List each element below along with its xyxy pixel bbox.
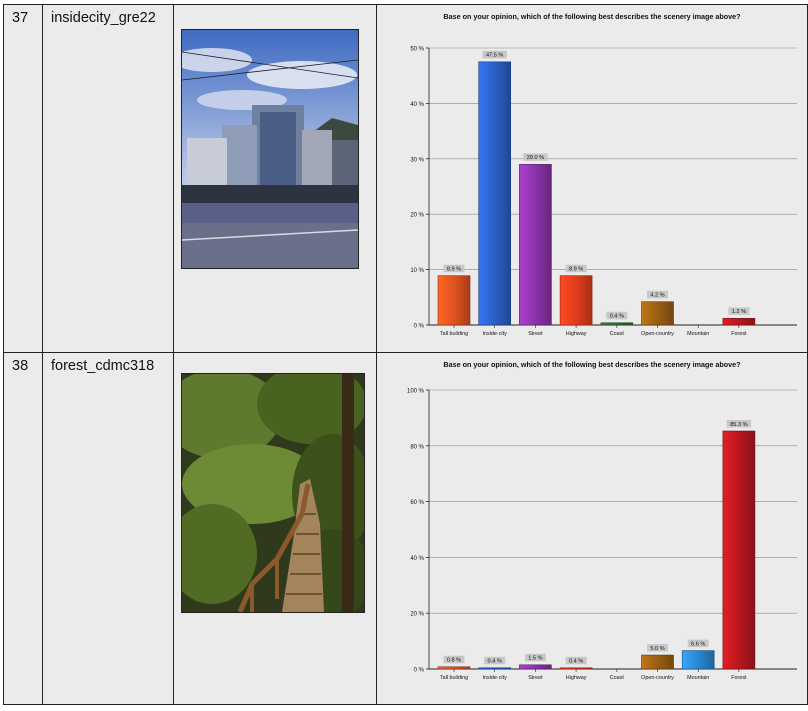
bar <box>478 61 511 326</box>
bar <box>437 666 471 670</box>
data-label: 4.2 % <box>650 293 664 299</box>
x-tick-label: Forest <box>731 331 747 337</box>
data-label: 29.0 % <box>527 155 544 161</box>
x-tick-label: Tall building <box>440 331 468 337</box>
chart-cell: Base on your opinion, which of the follo… <box>376 352 808 705</box>
x-tick-label: Open-country <box>641 331 674 337</box>
image-cell <box>173 4 377 353</box>
y-tick-label: 30 % <box>410 157 424 163</box>
bar <box>722 430 756 670</box>
data-label-box <box>606 311 628 320</box>
bar <box>681 650 715 670</box>
data-label-box <box>443 264 465 273</box>
data-label-box <box>484 656 506 665</box>
x-tick-label: Coast <box>610 675 625 681</box>
bar <box>641 301 674 326</box>
chart-title: Base on your opinion, which of the follo… <box>443 12 741 21</box>
x-tick-label: Street <box>528 675 543 681</box>
city-scene-photo <box>181 29 359 269</box>
bar-chart: 0 % 20 % 40 % 60 % 80 % 100 % 0.8 % Tall buildi… <box>407 389 797 681</box>
row-number-cell: 37 <box>3 4 43 353</box>
x-tick-label: Mountain <box>687 331 709 337</box>
row-number-cell: 38 <box>3 352 43 705</box>
y-tick-label: 80 % <box>410 444 424 450</box>
row-number: 38 <box>12 358 29 374</box>
bar <box>519 664 552 670</box>
image-cell <box>173 352 377 705</box>
data-label-box <box>524 653 546 662</box>
forest-scene-photo <box>181 373 365 613</box>
x-tick-label: Tall building <box>440 675 468 681</box>
row-number: 37 <box>12 10 29 26</box>
y-tick-label: 20 % <box>410 612 424 618</box>
image-name-cell: forest_cdmc318 <box>42 352 174 705</box>
data-label-box <box>726 420 752 428</box>
x-tick-label: Mountain <box>687 675 709 681</box>
data-label-box <box>687 639 709 648</box>
data-label-box <box>647 644 668 652</box>
data-label: 1.2 % <box>732 309 746 315</box>
bar <box>600 322 634 326</box>
data-label: 0.8 % <box>447 658 461 664</box>
x-tick-label: Open-country <box>641 675 674 681</box>
data-label: 0.4 % <box>488 659 502 665</box>
y-tick-label: 10 % <box>410 268 424 274</box>
y-tick-label: 60 % <box>410 500 424 506</box>
image-name: insidecity_gre22 <box>51 10 156 26</box>
data-label: 47.5 % <box>486 53 503 59</box>
y-tick-label: 0 % <box>414 324 425 330</box>
bar <box>437 275 471 326</box>
data-label: 6.6 % <box>691 641 705 647</box>
data-label: 8.9 % <box>569 266 583 272</box>
bar <box>559 667 593 670</box>
y-tick-label: 20 % <box>410 213 424 219</box>
bar <box>559 275 593 326</box>
x-tick-label: Highway <box>566 331 587 337</box>
y-tick-label: 40 % <box>410 556 424 562</box>
data-label-box <box>443 655 465 664</box>
x-tick-label: Coast <box>610 331 625 337</box>
data-label-box <box>565 656 587 665</box>
data-label: 85.3 % <box>730 422 747 428</box>
bar <box>722 318 756 326</box>
x-tick-label: Inside-city <box>483 331 508 337</box>
data-label: 5.0 % <box>650 646 664 652</box>
y-tick-label: 100 % <box>407 389 425 395</box>
chart-cell: Base on your opinion, which of the follo… <box>376 4 808 353</box>
data-label-box <box>565 264 587 273</box>
y-tick-label: 50 % <box>410 47 424 53</box>
image-name: forest_cdmc318 <box>51 358 155 374</box>
bar <box>478 667 511 670</box>
bar-chart: 0 % 10 % 20 % 30 % 40 % 50 % 8.9 % Tall buildin… <box>410 47 797 337</box>
y-tick-label: 40 % <box>410 102 424 108</box>
y-tick-label: 0 % <box>414 668 425 674</box>
bar <box>641 654 674 670</box>
image-name-cell: insidecity_gre22 <box>42 4 174 353</box>
x-tick-label: Highway <box>566 675 587 681</box>
data-label: 0.4 % <box>610 314 624 320</box>
data-label-box <box>523 153 548 161</box>
x-tick-label: Forest <box>731 675 747 681</box>
data-label-box <box>728 307 750 315</box>
bar <box>519 164 552 326</box>
data-label-box <box>482 50 507 59</box>
data-label: 1.5 % <box>528 656 542 662</box>
chart-title: Base on your opinion, which of the follo… <box>443 360 741 369</box>
data-label: 0.4 % <box>569 659 583 665</box>
data-label: 8.9 % <box>447 266 461 272</box>
x-tick-label: Street <box>528 331 543 337</box>
data-label-box <box>647 290 668 299</box>
x-tick-label: Inside-city <box>483 675 508 681</box>
